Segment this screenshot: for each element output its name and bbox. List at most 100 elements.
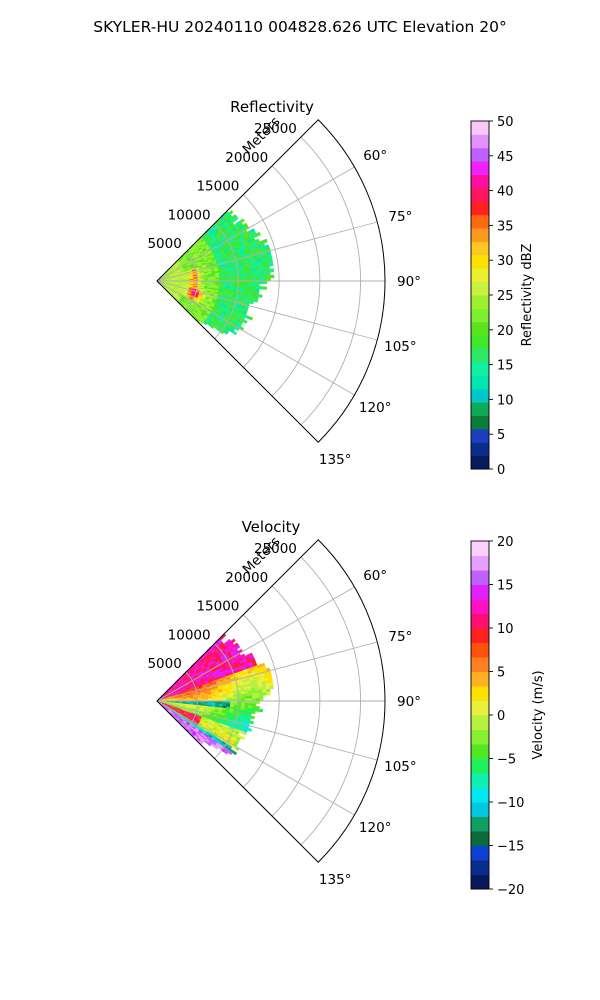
radar-gate <box>230 638 236 644</box>
radar-gate <box>251 692 257 697</box>
radar-gate <box>255 231 262 237</box>
colorbar-segment <box>471 744 489 759</box>
colorbar-segment <box>471 348 489 363</box>
colorbar-tick-label: 40 <box>497 185 514 200</box>
colorbar-tick-label: 0 <box>497 463 505 478</box>
radar-field <box>156 633 274 756</box>
radar-gate <box>255 285 260 290</box>
radar-gate <box>262 274 268 279</box>
colorbar-tick-label: 20 <box>497 535 514 550</box>
radar-gate <box>255 690 260 694</box>
radar-gate <box>233 216 239 222</box>
colorbar-tick-label: 50 <box>497 115 514 130</box>
radar-gate <box>248 693 253 697</box>
azimuth-tick-label: 90° <box>397 274 421 290</box>
colorbar-segment <box>471 187 489 202</box>
azimuth-spoke <box>156 166 355 282</box>
radar-gate <box>209 324 215 329</box>
azimuth-spoke <box>156 221 378 282</box>
radar-gate <box>266 268 271 273</box>
colorbar-segment <box>471 281 489 296</box>
azimuth-tick-label: 60° <box>363 148 387 164</box>
radar-gate <box>242 731 248 736</box>
radar-gate <box>247 727 253 732</box>
radar-gate <box>255 272 260 277</box>
colorbar-segment <box>471 802 489 817</box>
radar-gate <box>259 692 264 696</box>
radar-gate <box>222 282 227 285</box>
colorbar-segment <box>471 657 489 672</box>
radar-gate <box>268 262 274 267</box>
colorbar-segment <box>471 570 489 585</box>
reflectivity-panel: Reflectivity 5000 10000 15000 20000 25000 60°… <box>147 98 535 478</box>
radar-gate <box>262 269 267 273</box>
colorbar-segment <box>471 584 489 600</box>
panel-title: Reflectivity <box>230 98 314 116</box>
colorbar-segment <box>471 671 489 687</box>
radar-gate <box>251 703 257 707</box>
radar-gate <box>255 705 260 710</box>
radar-gate <box>255 275 260 279</box>
colorbar-tick-label: −5 <box>497 753 516 768</box>
radar-gate <box>248 283 253 287</box>
colorbar-segment <box>471 201 489 216</box>
azimuth-tick-label: 105° <box>384 759 417 775</box>
sector-outline <box>156 539 386 863</box>
colorbar-tick-label: −20 <box>497 883 524 898</box>
colorbar-label: Velocity (m/s) <box>531 670 546 759</box>
radar-gate <box>262 692 268 696</box>
radar-gate <box>258 689 264 694</box>
radar-gate <box>240 693 246 697</box>
radar-gate <box>258 294 263 298</box>
colorbar-segment <box>471 361 489 376</box>
reflectivity-sector: 5000 10000 15000 20000 25000 60° 75° 90° 105° 120… <box>147 114 421 468</box>
colorbar-segment <box>471 214 489 229</box>
radar-gate <box>269 685 274 690</box>
radar-gate <box>249 300 255 305</box>
velocity-colorbar: −20 −15 −10 −5 0 5 10 15 20 <box>470 535 524 898</box>
colorbar-segment <box>471 161 489 176</box>
colorbar-tick-label: 45 <box>497 150 514 165</box>
radar-gate <box>266 688 271 693</box>
radar-gate <box>244 693 249 697</box>
colorbar-segment <box>471 402 489 416</box>
radar-gate <box>255 692 260 697</box>
radar-gate <box>266 274 271 279</box>
colorbar-segment <box>471 254 489 269</box>
colorbar-segment <box>471 134 489 149</box>
radar-gate <box>251 275 257 279</box>
azimuth-tick-label: 135° <box>319 872 352 888</box>
radar-gate <box>233 696 238 700</box>
radar-gate <box>255 283 260 287</box>
range-tick-label: 10000 <box>168 207 211 223</box>
radar-gate <box>259 695 264 699</box>
colorbar-tick-label: 10 <box>497 393 514 408</box>
radar-gate <box>232 750 238 756</box>
radar-gate <box>241 276 246 280</box>
colorbar-tick-label: 35 <box>497 219 514 234</box>
range-tick-label: 10000 <box>168 627 211 643</box>
radar-gate <box>248 316 254 321</box>
azimuth-spoke <box>156 586 355 702</box>
radar-gate <box>229 696 235 700</box>
colorbar-segment <box>471 375 489 390</box>
azimuth-spoke <box>156 280 355 396</box>
radar-gate <box>226 696 231 700</box>
radar-gate <box>248 273 253 277</box>
colorbar-segment <box>471 388 489 403</box>
radar-gate <box>233 276 238 280</box>
azimuth-tick-label: 105° <box>384 339 417 355</box>
radar-gate <box>258 708 264 713</box>
radar-gate <box>259 272 264 276</box>
colorbar-segment <box>471 335 489 350</box>
radar-gate <box>199 319 204 325</box>
azimuth-tick-label: 135° <box>319 452 352 468</box>
colorbar-segment <box>471 174 489 189</box>
radar-gate <box>218 697 224 700</box>
colorbar-tick-label: 25 <box>497 289 514 304</box>
sector-outline <box>156 119 386 443</box>
radar-gate <box>203 321 208 326</box>
colorbar-segment <box>471 816 489 832</box>
radar-gate <box>244 703 249 707</box>
velocity-sector: 5000 10000 15000 20000 25000 60° 75° 90° 105° 120… <box>147 534 421 888</box>
